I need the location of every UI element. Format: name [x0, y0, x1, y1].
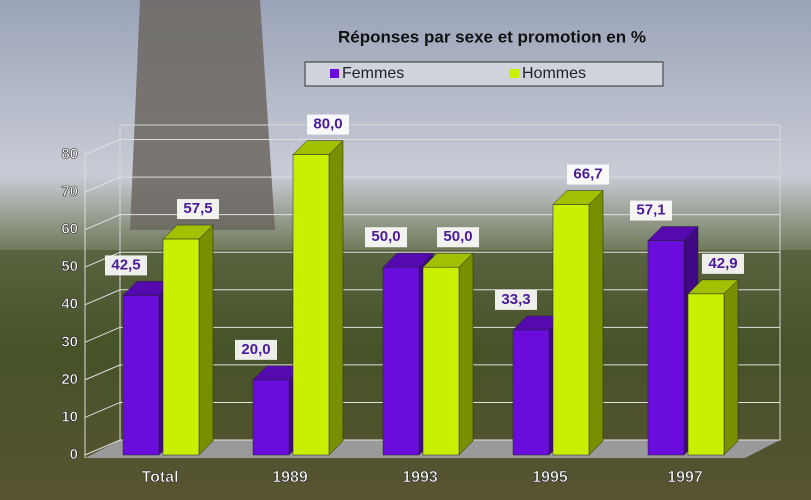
- x-tick-label: 1993: [402, 469, 438, 486]
- bar-side: [589, 191, 603, 455]
- bar: [163, 239, 199, 455]
- bar: [553, 205, 589, 455]
- value-label: 33,3: [501, 291, 530, 308]
- bar-side: [459, 253, 473, 455]
- x-tick-label: 1995: [532, 469, 568, 486]
- baobab-trunk: [130, 0, 275, 230]
- x-tick-label: 1989: [272, 469, 308, 486]
- y-tick-label: 20: [61, 371, 78, 388]
- chart: Réponses par sexe et promotion en % 0 10 2…: [0, 0, 811, 500]
- value-label: 50,0: [371, 228, 400, 245]
- y-tick-label: 0: [70, 446, 78, 463]
- legend-swatch: [330, 69, 339, 78]
- bar: [123, 295, 159, 455]
- bar: [293, 155, 329, 455]
- bar: [513, 330, 549, 455]
- x-tick-label: Total: [141, 469, 178, 486]
- y-tick-label: 30: [61, 333, 78, 350]
- bar-side: [724, 280, 738, 455]
- value-label: 57,5: [183, 200, 212, 217]
- legend-label: Hommes: [522, 65, 586, 82]
- bar-side: [199, 225, 213, 455]
- value-label: 66,7: [573, 165, 602, 182]
- value-label: 50,0: [443, 228, 472, 245]
- bar: [383, 267, 419, 455]
- bar: [423, 267, 459, 455]
- legend-swatch: [510, 69, 519, 78]
- bar: [648, 241, 684, 455]
- value-label: 57,1: [636, 202, 665, 219]
- legend-label: Femmes: [342, 65, 404, 82]
- bar: [688, 294, 724, 455]
- bar: [253, 380, 289, 455]
- value-label: 42,9: [708, 255, 737, 272]
- y-tick-label: 80: [61, 146, 78, 163]
- bar-side: [329, 141, 343, 455]
- y-tick-label: 40: [61, 296, 78, 313]
- y-tick-label: 70: [61, 183, 78, 200]
- y-tick-label: 50: [61, 258, 78, 275]
- x-tick-label: 1997: [667, 469, 703, 486]
- value-label: 20,0: [241, 341, 270, 358]
- chart-title: Réponses par sexe et promotion en %: [338, 27, 646, 46]
- value-label: 42,5: [111, 256, 140, 273]
- y-tick-label: 60: [61, 221, 78, 238]
- value-label: 80,0: [313, 116, 342, 133]
- y-tick-label: 10: [61, 408, 78, 425]
